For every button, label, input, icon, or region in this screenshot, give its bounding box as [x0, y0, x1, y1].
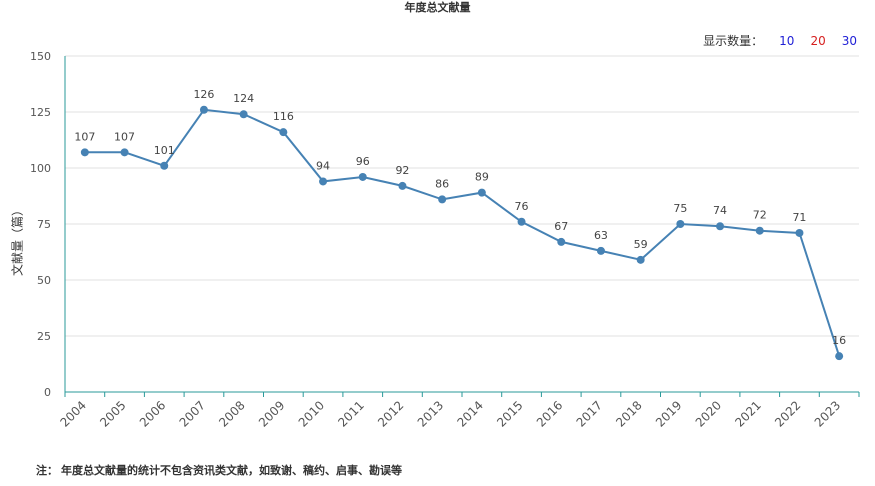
data-label: 107: [114, 130, 135, 143]
display-count-label: 显示数量：: [703, 34, 764, 48]
data-label: 59: [634, 238, 648, 251]
data-point: [676, 220, 685, 228]
data-label: 74: [713, 204, 727, 217]
data-label: 126: [193, 88, 214, 101]
data-point: [596, 246, 605, 255]
x-tick-label: 2010: [296, 398, 327, 429]
data-point: [517, 217, 526, 226]
data-label: 96: [356, 155, 370, 168]
data-label: 63: [594, 229, 608, 242]
data-point: [319, 177, 328, 186]
y-tick-label: 25: [37, 330, 51, 343]
x-tick-label: 2014: [454, 398, 485, 429]
data-point: [835, 352, 844, 361]
data-point: [636, 255, 645, 264]
y-tick-label: 150: [30, 50, 51, 63]
data-label: 116: [273, 110, 294, 123]
data-point: [358, 172, 367, 181]
display-count-option-10[interactable]: 10: [779, 33, 795, 48]
data-point: [120, 148, 129, 157]
data-point: [755, 226, 764, 235]
data-label: 67: [554, 220, 568, 233]
y-tick-label: 0: [44, 386, 51, 399]
data-label: 101: [154, 144, 175, 157]
data-label: 72: [753, 209, 767, 222]
x-tick-label: 2020: [693, 398, 724, 429]
display-count-option-30[interactable]: 30: [841, 33, 857, 48]
y-tick-label: 125: [30, 106, 51, 119]
y-tick-label: 50: [37, 274, 51, 287]
data-label: 71: [792, 211, 806, 224]
x-tick-label: 2004: [57, 398, 88, 429]
x-tick-label: 2006: [137, 398, 168, 429]
display-count-control: 显示数量： 10 20 30: [703, 32, 857, 49]
data-label: 124: [233, 92, 254, 105]
data-point: [795, 228, 804, 237]
x-tick-label: 2019: [653, 398, 684, 429]
data-point: [80, 148, 89, 157]
data-point: [239, 110, 248, 119]
data-point: [557, 237, 566, 246]
series-line: [84, 108, 841, 357]
data-point: [279, 128, 288, 137]
data-label: 75: [673, 202, 687, 215]
x-tick-label: 2017: [574, 398, 605, 429]
chart-title: 年度总文献量: [404, 1, 471, 14]
x-tick-label: 2023: [812, 398, 843, 429]
y-tick-label: 75: [37, 218, 51, 231]
y-tick-label: 100: [30, 162, 51, 175]
data-point: [716, 222, 725, 231]
footnote-text: 年度总文献量的统计不包含资讯类文献，如致谢、稿约、启事、勘误等: [61, 464, 402, 477]
data-label: 16: [832, 334, 846, 347]
data-point: [199, 105, 208, 114]
data-label: 107: [74, 130, 95, 143]
data-label: 92: [395, 164, 409, 177]
x-tick-label: 2009: [256, 398, 287, 429]
data-point: [477, 188, 486, 197]
data-label: 76: [515, 200, 529, 213]
x-tick-label: 2015: [494, 398, 525, 429]
x-tick-label: 2021: [732, 398, 763, 429]
data-label: 94: [316, 159, 330, 172]
footnote-label: 注：: [36, 464, 58, 477]
data-point: [398, 181, 407, 190]
x-tick-label: 2008: [216, 398, 247, 429]
x-tick-label: 2016: [534, 398, 565, 429]
footnote: 注： 年度总文献量的统计不包含资讯类文献，如致谢、稿约、启事、勘误等: [36, 462, 402, 478]
x-tick-label: 2005: [97, 398, 128, 429]
data-label: 89: [475, 171, 489, 184]
display-count-option-20[interactable]: 20: [810, 33, 826, 48]
data-label: 86: [435, 177, 449, 190]
x-tick-label: 2018: [613, 398, 644, 429]
x-tick-label: 2007: [177, 398, 208, 429]
x-tick-label: 2011: [335, 398, 366, 429]
x-tick-label: 2022: [772, 398, 803, 429]
data-point: [438, 195, 447, 204]
data-point: [160, 161, 169, 170]
x-tick-label: 2013: [415, 398, 446, 429]
x-tick-label: 2012: [375, 398, 406, 429]
